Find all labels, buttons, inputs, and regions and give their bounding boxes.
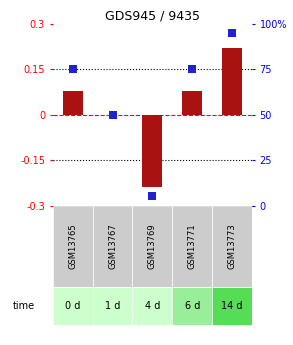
Point bbox=[150, 194, 155, 199]
Text: GSM13767: GSM13767 bbox=[108, 224, 117, 269]
Bar bbox=[132, 206, 172, 287]
Point bbox=[70, 67, 75, 72]
Point bbox=[190, 67, 195, 72]
Bar bbox=[53, 287, 93, 325]
Text: GSM13773: GSM13773 bbox=[228, 224, 236, 269]
Text: 0 d: 0 d bbox=[65, 301, 80, 311]
Bar bbox=[212, 206, 252, 287]
Bar bbox=[182, 91, 202, 115]
Bar bbox=[172, 206, 212, 287]
Text: time: time bbox=[13, 301, 35, 311]
Text: 6 d: 6 d bbox=[185, 301, 200, 311]
Point bbox=[110, 112, 115, 118]
Point bbox=[230, 30, 234, 36]
Bar bbox=[53, 206, 93, 287]
Bar bbox=[142, 115, 162, 187]
Bar bbox=[212, 287, 252, 325]
Bar bbox=[93, 206, 132, 287]
Bar bbox=[132, 287, 172, 325]
Text: GSM13769: GSM13769 bbox=[148, 224, 157, 269]
Text: 1 d: 1 d bbox=[105, 301, 120, 311]
Title: GDS945 / 9435: GDS945 / 9435 bbox=[105, 10, 200, 23]
Bar bbox=[222, 48, 242, 115]
Bar bbox=[93, 287, 132, 325]
Text: 14 d: 14 d bbox=[221, 301, 243, 311]
Text: 4 d: 4 d bbox=[145, 301, 160, 311]
Text: GSM13771: GSM13771 bbox=[188, 224, 197, 269]
Bar bbox=[63, 91, 83, 115]
Bar bbox=[172, 287, 212, 325]
Text: GSM13765: GSM13765 bbox=[68, 224, 77, 269]
